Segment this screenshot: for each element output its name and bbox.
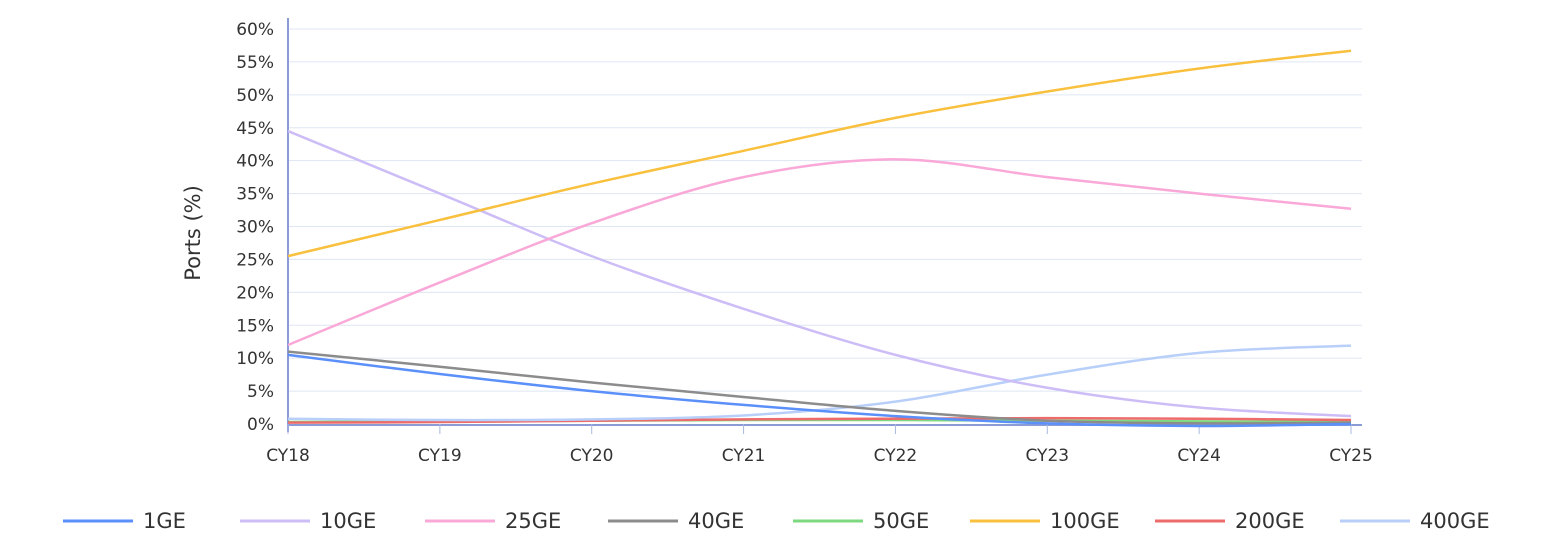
legend-item-200ge[interactable]: 200GE [1155, 509, 1305, 533]
series-line-10ge [287, 129, 1352, 418]
y-tick-label: 40% [236, 152, 274, 172]
y-tick-label: 50% [236, 86, 274, 106]
legend-label: 100GE [1050, 509, 1120, 533]
y-tick-label: 35% [236, 185, 274, 205]
series-line-25ge [287, 158, 1352, 347]
x-tick-label: CY21 [722, 446, 766, 466]
y-tick-label: 20% [236, 283, 274, 303]
legend-item-40ge[interactable]: 40GE [608, 509, 744, 533]
legend-label: 1GE [143, 509, 186, 533]
series-line-40ge [287, 350, 1352, 425]
legend-item-400ge[interactable]: 400GE [1340, 509, 1490, 533]
legend-item-10ge[interactable]: 10GE [240, 509, 376, 533]
y-tick-label: 5% [247, 382, 274, 402]
y-tick-label: 30% [236, 218, 274, 238]
legend-label: 200GE [1235, 509, 1305, 533]
x-tick-label: CY18 [266, 446, 310, 466]
x-tick-label: CY23 [1025, 446, 1069, 466]
x-tick-label: CY19 [418, 446, 462, 466]
legend-label: 25GE [505, 509, 561, 533]
legend-item-25ge[interactable]: 25GE [425, 509, 561, 533]
legend-label: 50GE [873, 509, 929, 533]
legend-label: 10GE [320, 509, 376, 533]
x-tick-label: CY24 [1177, 446, 1221, 466]
x-tick-label: CY25 [1329, 446, 1373, 466]
legend-item-100ge[interactable]: 100GE [970, 509, 1120, 533]
series-line-1ge [287, 353, 1352, 428]
series-line-200ge [287, 416, 1352, 424]
x-tick-label: CY22 [874, 446, 918, 466]
legend-label: 40GE [688, 509, 744, 533]
series-line-100ge [287, 49, 1352, 258]
y-tick-label: 45% [236, 119, 274, 139]
y-tick-label: 60% [236, 20, 274, 40]
legend-item-50ge[interactable]: 50GE [793, 509, 929, 533]
legend-item-1ge[interactable]: 1GE [63, 509, 186, 533]
series-line-400ge [287, 344, 1352, 422]
y-tick-label: 10% [236, 349, 274, 369]
legend-label: 400GE [1420, 509, 1490, 533]
y-tick-label: 15% [236, 316, 274, 336]
y-tick-label: 0% [247, 415, 274, 435]
x-tick-label: CY20 [570, 446, 614, 466]
y-tick-label: 25% [236, 250, 274, 270]
y-axis-label: Ports (%) [181, 185, 205, 281]
y-tick-label: 55% [236, 53, 274, 73]
